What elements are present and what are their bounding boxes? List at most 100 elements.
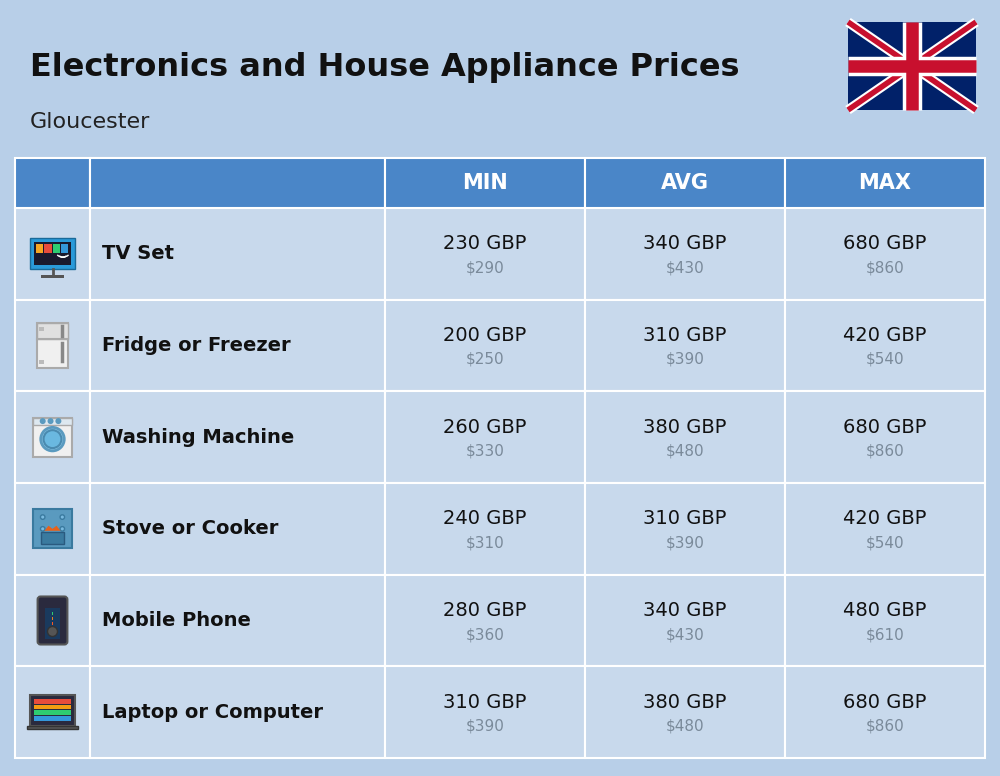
Text: $360: $360 [466,627,504,642]
Text: $390: $390 [666,352,704,367]
Text: Washing Machine: Washing Machine [102,428,294,447]
Text: $330: $330 [466,444,504,459]
Text: Fridge or Freezer: Fridge or Freezer [102,336,291,355]
Text: $480: $480 [666,719,704,733]
Bar [15,575,90,667]
Text: Gloucester: Gloucester [30,112,150,132]
Circle shape [60,527,65,531]
Bar [15,208,90,300]
Text: 310 GBP: 310 GBP [443,693,527,712]
Bar [385,208,585,300]
Text: $390: $390 [666,535,704,550]
Text: $480: $480 [666,444,704,459]
Bar [90,575,385,667]
Bar [585,391,785,483]
Bar [90,208,385,300]
Text: $430: $430 [666,260,704,275]
Text: $860: $860 [866,260,904,275]
Text: AVG: AVG [661,173,709,193]
Bar [785,158,985,208]
Bar [15,391,90,483]
Circle shape [55,418,61,424]
Bar [34,699,71,704]
Bar [385,300,585,391]
Text: 420 GBP: 420 GBP [843,509,927,528]
Text: 680 GBP: 680 GBP [843,234,927,253]
Circle shape [41,428,64,451]
Text: $430: $430 [666,627,704,642]
Text: 230 GBP: 230 GBP [443,234,527,253]
Bar [385,158,585,208]
Bar [41,532,64,544]
Text: 310 GBP: 310 GBP [643,326,727,345]
Bar [27,726,78,729]
Text: 200 GBP: 200 GBP [443,326,527,345]
Bar [52,244,60,253]
Circle shape [40,527,45,531]
Text: 310 GBP: 310 GBP [643,509,727,528]
Bar [585,300,785,391]
Text: $540: $540 [866,535,904,550]
Bar [33,417,72,457]
Bar [45,608,60,639]
Text: $310: $310 [466,535,504,550]
Text: Laptop or Computer: Laptop or Computer [102,702,323,722]
Circle shape [48,626,58,636]
Text: 340 GBP: 340 GBP [643,601,727,620]
Bar [785,483,985,575]
Text: $610: $610 [866,627,904,642]
Text: 420 GBP: 420 GBP [843,326,927,345]
Bar [36,244,43,253]
Bar [30,695,75,726]
Bar [30,238,75,269]
Bar [785,391,985,483]
Text: Electronics and House Appliance Prices: Electronics and House Appliance Prices [30,52,740,83]
Bar [848,22,976,110]
Bar [385,391,585,483]
Text: 240 GBP: 240 GBP [443,509,527,528]
Circle shape [48,418,54,424]
Bar [385,667,585,758]
Text: Stove or Cooker: Stove or Cooker [102,519,278,539]
Text: TV Set: TV Set [102,244,174,263]
Circle shape [40,514,45,519]
Bar [41,275,64,278]
Circle shape [40,418,46,424]
Bar [785,300,985,391]
Text: $540: $540 [866,352,904,367]
Text: 680 GBP: 680 GBP [843,693,927,712]
Bar [785,208,985,300]
Bar [90,158,385,208]
Bar [90,667,385,758]
Bar [585,483,785,575]
Bar [15,300,90,391]
Text: 480 GBP: 480 GBP [843,601,927,620]
Bar [15,667,90,758]
Text: 380 GBP: 380 GBP [643,417,727,437]
Bar [385,575,585,667]
Bar [785,575,985,667]
Bar [34,705,71,709]
Text: 380 GBP: 380 GBP [643,693,727,712]
Bar [34,716,71,721]
Bar [15,158,90,208]
Bar [37,323,68,368]
FancyBboxPatch shape [38,597,67,645]
Text: 280 GBP: 280 GBP [443,601,527,620]
Bar [37,323,68,339]
Bar [39,360,44,364]
Bar [90,483,385,575]
Bar [785,667,985,758]
Text: $860: $860 [866,444,904,459]
Bar [90,300,385,391]
Bar [44,244,52,253]
Polygon shape [44,525,60,531]
Bar [34,242,71,265]
Text: $290: $290 [466,260,504,275]
Bar [15,483,90,575]
Bar [34,711,71,715]
Bar [385,483,585,575]
Bar [585,208,785,300]
Bar [39,327,44,331]
Text: $250: $250 [466,352,504,367]
